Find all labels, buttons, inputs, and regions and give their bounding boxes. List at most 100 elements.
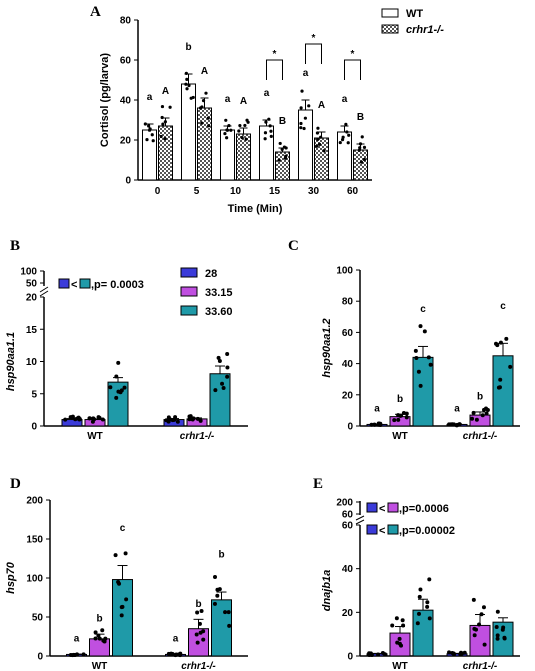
data-point <box>401 623 406 628</box>
panel-label: A <box>90 4 101 20</box>
data-point <box>215 593 220 598</box>
y-tick-label: 40 <box>342 359 354 370</box>
data-point <box>245 118 249 122</box>
group-letter: B <box>279 116 286 127</box>
data-point <box>212 601 217 606</box>
data-point <box>395 640 400 645</box>
data-point <box>484 411 489 416</box>
y-tick-label: 20 <box>26 293 38 304</box>
data-point <box>284 154 288 158</box>
data-point <box>159 134 163 139</box>
significance-bracket <box>266 59 283 80</box>
significance-bracket <box>344 59 361 80</box>
significance-star: * <box>312 33 316 44</box>
comparison-label: ,p= 0.0003 <box>91 279 144 291</box>
data-point <box>122 385 127 390</box>
comparison-less-than: < <box>379 525 385 537</box>
data-point <box>396 417 401 422</box>
bar <box>211 599 232 657</box>
data-point <box>425 604 430 609</box>
data-point <box>217 587 222 592</box>
data-point <box>358 146 362 150</box>
data-point <box>369 422 374 427</box>
data-point <box>168 105 172 109</box>
data-point <box>494 624 499 629</box>
bar <box>353 149 368 181</box>
data-point <box>226 610 231 615</box>
group-letter: B <box>357 112 364 123</box>
data-point <box>392 418 397 423</box>
data-point <box>263 137 267 141</box>
group-letter: a <box>374 403 380 414</box>
data-point <box>187 83 191 88</box>
bar <box>412 356 434 427</box>
data-point <box>451 651 456 656</box>
data-point <box>237 129 241 133</box>
data-point <box>502 636 507 641</box>
data-point <box>368 651 373 656</box>
group-letter: a <box>342 94 348 105</box>
data-point <box>399 643 404 648</box>
y-tick-label: 80 <box>120 16 132 27</box>
x-tick-label: 15 <box>269 186 281 197</box>
data-point <box>416 369 421 374</box>
y-tick-label: 40 <box>342 564 354 575</box>
bar <box>337 131 352 181</box>
data-point <box>184 71 188 75</box>
y-tick-label: 60 <box>342 521 354 532</box>
data-point <box>346 141 350 145</box>
x-tick-label: crhr1-/- <box>463 661 498 671</box>
data-point <box>217 359 222 364</box>
data-point <box>344 122 348 126</box>
data-point <box>195 640 200 645</box>
bar <box>158 125 173 181</box>
data-point <box>400 618 405 623</box>
data-point <box>280 147 284 151</box>
data-point <box>415 621 420 626</box>
data-point <box>447 650 452 655</box>
data-point <box>390 623 395 628</box>
y-tick-label: 200 <box>26 496 43 507</box>
data-point <box>278 141 282 146</box>
data-point <box>508 364 513 369</box>
data-point <box>75 416 80 421</box>
y-tick-label: 20 <box>120 136 132 147</box>
group-letter: a <box>303 68 309 79</box>
bar <box>275 151 290 181</box>
data-point <box>240 136 244 140</box>
data-point <box>426 355 431 360</box>
y-tick-label: 20 <box>342 608 354 619</box>
data-point <box>362 145 367 150</box>
axis-break <box>355 515 365 521</box>
data-point <box>185 87 189 91</box>
data-point <box>243 123 247 128</box>
data-point <box>345 130 349 134</box>
legend-swatch-crhr1 <box>381 24 399 34</box>
panel-label: C <box>288 238 299 254</box>
group-letter: A <box>318 100 325 111</box>
data-point <box>277 158 281 162</box>
data-point <box>300 89 304 93</box>
data-point <box>198 418 203 423</box>
axis-break <box>39 286 49 293</box>
bar <box>236 133 251 181</box>
data-point <box>223 131 227 136</box>
group-letter: c <box>500 301 506 312</box>
data-point <box>103 636 108 641</box>
legend-swatch <box>180 305 198 316</box>
y-tick-label: 100 <box>20 267 37 278</box>
comparison-swatch-3360 <box>79 278 91 289</box>
comparison-less-than: < <box>379 503 385 515</box>
bar <box>298 109 313 181</box>
group-letter: c <box>420 304 426 315</box>
data-point <box>68 653 73 658</box>
y-tick-label: 40 <box>120 96 132 107</box>
data-point <box>244 137 248 141</box>
data-point <box>93 636 98 641</box>
data-point <box>225 128 229 132</box>
axis-break <box>39 290 49 297</box>
group-letter: a <box>147 92 153 103</box>
data-point <box>267 117 271 121</box>
comparison-label: ,p=0.00002 <box>399 525 455 537</box>
